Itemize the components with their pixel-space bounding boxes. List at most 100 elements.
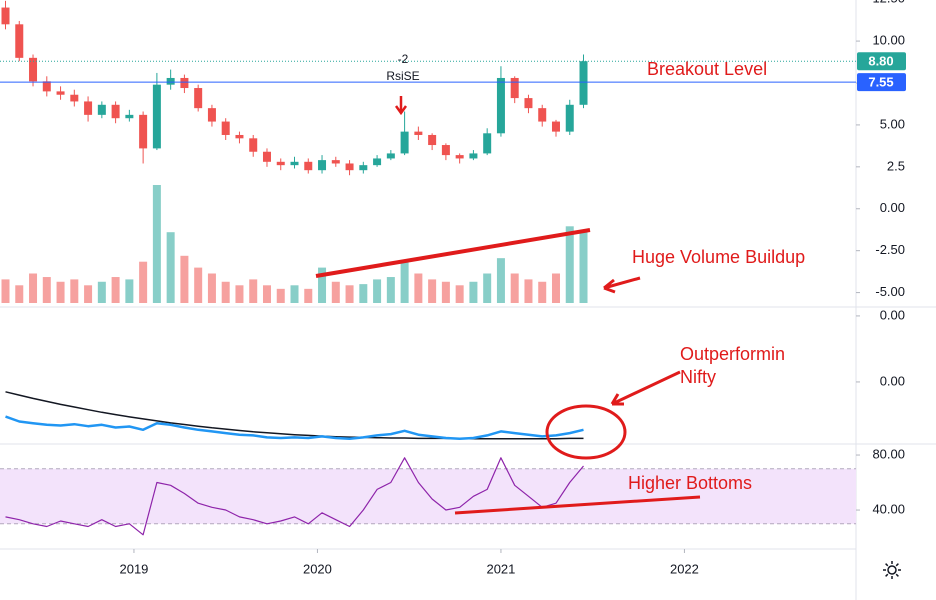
highlight-circle <box>545 404 627 460</box>
settings-icon[interactable] <box>883 561 901 579</box>
volume-bar <box>359 284 368 303</box>
candle-body <box>1 7 10 25</box>
annotation: Higher Bottoms <box>628 473 752 493</box>
gear-center <box>887 565 897 575</box>
candle-body <box>194 88 203 109</box>
candle-body <box>180 77 189 89</box>
volume-bar <box>331 281 340 303</box>
volume-bar <box>373 279 382 303</box>
volume-bar <box>42 277 51 303</box>
volume-bar <box>56 281 65 303</box>
candle-body <box>373 158 382 166</box>
candle-body <box>386 153 395 159</box>
candle-body <box>15 24 24 58</box>
annotation: Breakout Level <box>647 59 767 79</box>
candle-body <box>318 160 327 171</box>
volume-bar <box>97 281 106 303</box>
arrow <box>603 276 641 294</box>
rsi-band <box>0 468 856 524</box>
price-badge-label: 8.80 <box>868 54 893 69</box>
candle-body <box>70 94 79 102</box>
volume-bar <box>386 277 395 303</box>
annotation-shapes <box>315 96 701 515</box>
y-tick-label: -2.50 <box>875 242 905 257</box>
candle-body <box>345 163 354 171</box>
volume-bar <box>15 285 24 303</box>
candle-body <box>56 91 65 95</box>
price-badge-label: 7.55 <box>868 75 893 90</box>
volume-bar <box>262 285 271 303</box>
arrow <box>394 96 408 116</box>
volume-bar <box>400 261 409 303</box>
volume-bar <box>194 267 203 303</box>
candle-body <box>29 57 38 82</box>
candle-body <box>221 121 230 135</box>
candle-body <box>304 161 313 171</box>
candle-body <box>579 61 588 105</box>
volume-bar <box>180 255 189 303</box>
volume-bar <box>441 281 450 303</box>
series-line <box>5 415 584 440</box>
candle-body <box>152 84 161 149</box>
trend-line <box>454 495 701 515</box>
candle-body <box>207 108 216 122</box>
volume-bar <box>510 273 519 303</box>
candle-body <box>428 134 437 146</box>
candle-body <box>235 134 244 139</box>
y-tick-label: 0.00 <box>880 373 905 388</box>
volume-bar <box>276 288 285 303</box>
volume-bar <box>166 232 175 303</box>
volume-bar <box>84 285 93 303</box>
annotation: -2 <box>398 52 409 66</box>
volume-bar <box>538 281 547 303</box>
y-tick-label: 2.5 <box>887 158 905 173</box>
candle-body <box>400 131 409 154</box>
volume-bar <box>29 273 38 303</box>
series-line <box>5 391 584 440</box>
candle-body <box>565 104 574 132</box>
candle-body <box>249 138 258 152</box>
y-tick-label: 0.00 <box>880 200 905 215</box>
volume-bar <box>221 281 230 303</box>
y-tick-label: 12.50 <box>872 0 905 6</box>
candle-body <box>84 101 93 115</box>
candle-body <box>455 155 464 159</box>
volume-bar <box>524 279 533 303</box>
y-tick-label: 0.00 <box>880 307 905 322</box>
volume-bar <box>428 279 437 303</box>
volume-bar <box>70 279 79 303</box>
volume-bar <box>565 226 574 303</box>
candle-body <box>538 108 547 122</box>
y-tick-label: 80.00 <box>872 446 905 461</box>
annotation: RsiSE <box>386 69 419 83</box>
annotation: Outperformin <box>680 344 785 364</box>
arrow <box>610 370 681 406</box>
gear-teeth <box>883 561 901 579</box>
volume-bar <box>304 288 313 303</box>
y-tick-label: 40.00 <box>872 501 905 516</box>
volume-bar <box>249 279 258 303</box>
candle-body <box>111 104 120 119</box>
candle-body <box>125 114 134 119</box>
candle-body <box>524 98 533 109</box>
volume-bar <box>125 279 134 303</box>
price-badge <box>857 52 906 71</box>
candle-body <box>276 161 285 166</box>
candle-body <box>139 114 148 149</box>
candle-body <box>469 153 478 159</box>
volume-bar <box>483 273 492 303</box>
candle-body <box>166 77 175 85</box>
candle-body <box>42 81 51 92</box>
volume-bar <box>469 281 478 303</box>
trend-line <box>315 228 591 278</box>
candle-body <box>441 145 450 156</box>
volume-bar <box>139 261 148 303</box>
candle-body <box>262 151 271 162</box>
x-tick-label: 2022 <box>670 561 699 576</box>
candle-body <box>551 121 560 132</box>
series-line <box>5 457 584 536</box>
volume-bar <box>152 185 161 303</box>
volume-bar <box>290 285 299 303</box>
volume-bar <box>551 273 560 303</box>
